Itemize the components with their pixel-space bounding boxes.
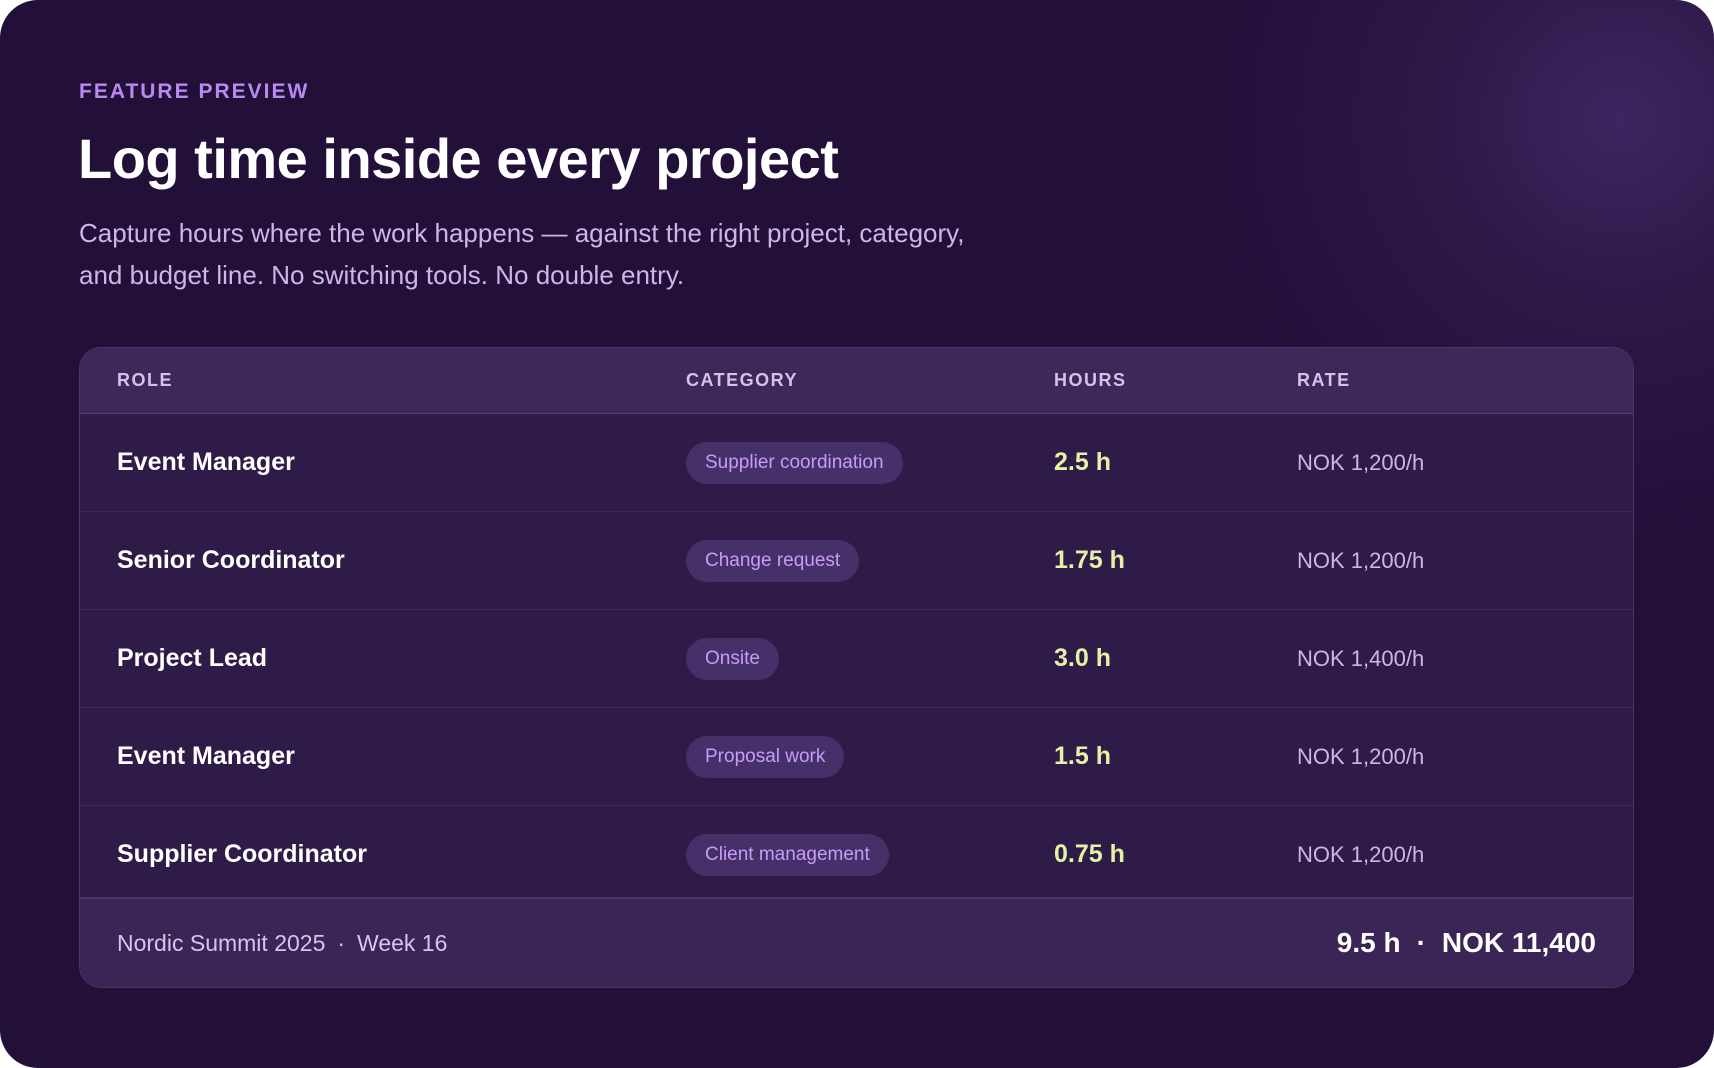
hours: 1.5 h: [1054, 742, 1111, 770]
rate: NOK 1,200/h: [1297, 547, 1425, 573]
table-row: Project Lead Onsite 3.0 h NOK 1,400/h: [80, 610, 1633, 708]
cell: 1.75 h: [1054, 512, 1125, 609]
role: Senior Coordinator: [117, 546, 345, 574]
header-row: ROLE CATEGORY HOURS RATE: [80, 348, 1633, 414]
cell: Senior Coordinator: [117, 512, 345, 609]
hours: 1.75 h: [1054, 546, 1125, 574]
total-amount: NOK 11,400: [1441, 927, 1596, 958]
footer-right: 9.5 h · NOK 11,400: [1337, 927, 1596, 959]
cell: Onsite: [686, 610, 779, 707]
total-hours: 9.5 h: [1336, 927, 1401, 958]
description: Capture hours where the work happens — a…: [79, 218, 965, 290]
cell: 3.0 h: [1054, 610, 1111, 707]
category-pill: Proposal work: [686, 735, 845, 778]
project: Nordic Summit 2025: [117, 929, 326, 956]
separator: ·: [1416, 927, 1426, 958]
cell: NOK 1,200/h: [1297, 512, 1424, 609]
table-body: Event Manager Supplier coordination 2.5 h N…: [80, 414, 1633, 904]
cell: Supplier coordination: [686, 414, 903, 511]
column-header: CATEGORY: [686, 370, 799, 390]
footer-left: Nordic Summit 2025 · Week 16: [117, 930, 447, 957]
cell: NOK 1,200/h: [1297, 708, 1424, 805]
title: Log time inside every project: [78, 127, 839, 190]
hours: 0.75 h: [1054, 840, 1125, 868]
column-header: ROLE: [117, 370, 174, 390]
rate: NOK 1,200/h: [1297, 449, 1425, 475]
category-pill: Supplier coordination: [686, 441, 903, 484]
cell: Client management: [686, 806, 889, 903]
eyebrow: FEATURE PREVIEW: [79, 80, 310, 103]
role: Event Manager: [117, 742, 295, 770]
column-header: HOURS: [1054, 370, 1127, 390]
cell: 0.75 h: [1054, 806, 1125, 903]
cell: NOK 1,200/h: [1297, 414, 1424, 511]
category-pill: Onsite: [686, 637, 779, 680]
rate: NOK 1,400/h: [1297, 645, 1425, 671]
cell: Supplier Coordinator: [117, 806, 367, 903]
table-row: Event Manager Proposal work 1.5 h NOK 1,200…: [80, 708, 1633, 806]
rate: NOK 1,200/h: [1297, 841, 1425, 867]
role: Project Lead: [117, 644, 268, 672]
cell: NOK 1,200/h: [1297, 806, 1424, 903]
cell: Project Lead: [117, 610, 267, 707]
role: Supplier Coordinator: [117, 840, 367, 868]
table-footer: Nordic Summit 2025 · Week 16 9.5 h · NOK…: [80, 897, 1633, 987]
cell: NOK 1,400/h: [1297, 610, 1424, 707]
cell: Change request: [686, 512, 860, 609]
table-row: Supplier Coordinator Client management 0.7…: [80, 806, 1633, 904]
cell: Event Manager: [117, 708, 295, 805]
table-row: Event Manager Supplier coordination 2.5 h N…: [80, 414, 1633, 512]
cell: 1.5 h: [1054, 708, 1111, 805]
hours: 2.5 h: [1054, 448, 1111, 476]
rate: NOK 1,200/h: [1297, 743, 1425, 769]
column-header: RATE: [1297, 370, 1351, 390]
cell: Event Manager: [117, 414, 295, 511]
cell: 2.5 h: [1054, 414, 1111, 511]
hours: 3.0 h: [1054, 644, 1111, 672]
role: Event Manager: [117, 448, 295, 476]
time-table: ROLE CATEGORY HOURS RATE Event Manager Suppl…: [79, 347, 1634, 988]
cell: Proposal work: [686, 708, 845, 805]
category-pill: Change request: [686, 539, 860, 582]
separator: ·: [337, 929, 346, 956]
category-pill: Client management: [686, 833, 889, 876]
week: Week 16: [357, 929, 448, 956]
table-row: Senior Coordinator Change request 1.75 h NO…: [80, 512, 1633, 610]
